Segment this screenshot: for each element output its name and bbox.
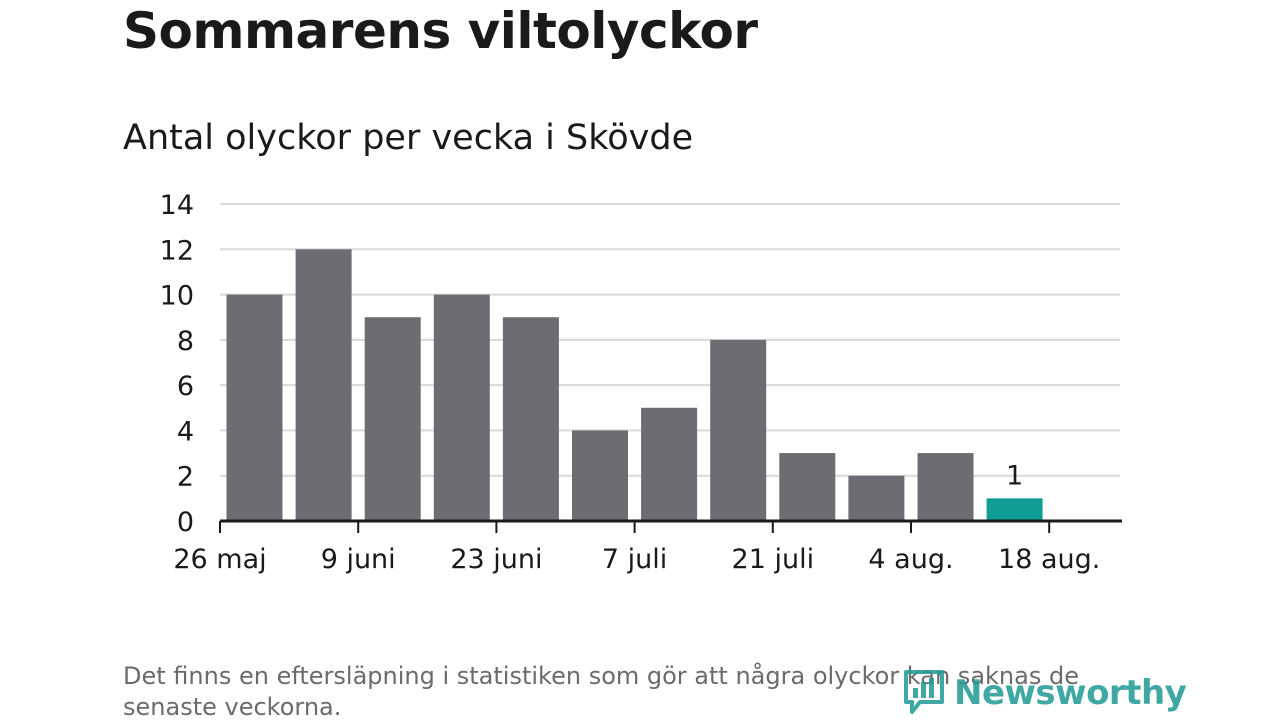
- y-tick-label: 10: [160, 281, 194, 312]
- bar: [295, 249, 352, 522]
- newsworthy-logo: Newsworthy: [902, 668, 1187, 718]
- y-tick-label: 4: [177, 416, 194, 447]
- bar: [710, 339, 767, 521]
- newsworthy-logo-icon: [904, 670, 944, 714]
- x-tick-label: 4 aug.: [868, 544, 953, 575]
- newsworthy-logo-text: Newsworthy: [954, 673, 1187, 713]
- x-axis-ticks: 26 maj 9 juni 23 juni 7 juli 21 juli 4 aug. 18…: [173, 521, 1100, 575]
- x-tick-label: 18 aug.: [998, 544, 1100, 575]
- y-tick-label: 2: [177, 462, 194, 493]
- bar-chart: 0 2 4 6 8 10 12 14 26 maj 9 juni 23 juni 7 juli 21 …: [160, 190, 1122, 575]
- bar: [433, 294, 490, 521]
- chart-title: Sommarens viltolyckor: [123, 2, 758, 60]
- chart-subtitle: Antal olyckor per vecka i Skövde: [123, 118, 694, 158]
- y-tick-label: 8: [177, 326, 194, 357]
- x-tick-label: 23 juni: [450, 544, 542, 575]
- bar: [226, 294, 283, 521]
- bar: [779, 453, 836, 521]
- bar: [502, 317, 559, 521]
- y-tick-label: 14: [160, 190, 194, 221]
- data-label: 1: [1006, 460, 1023, 491]
- bar: [364, 317, 421, 521]
- bar-highlight: [986, 498, 1043, 521]
- bar: [572, 430, 628, 521]
- bar: [848, 475, 905, 521]
- bar: [917, 453, 974, 521]
- x-tick-label: 21 juli: [732, 544, 815, 575]
- y-tick-label: 6: [177, 371, 194, 402]
- data-labels: 1: [1006, 460, 1023, 491]
- y-axis-ticks: 0 2 4 6 8 10 12 14: [160, 190, 194, 538]
- bars: [226, 249, 1043, 522]
- x-tick-label: 7 juli: [602, 544, 667, 575]
- y-tick-label: 0: [177, 507, 194, 538]
- x-tick-label: 9 juni: [321, 544, 396, 575]
- footnote: Det finns en eftersläpning i statistiken…: [123, 662, 1079, 720]
- bar: [641, 407, 698, 521]
- y-tick-label: 12: [160, 235, 194, 266]
- x-tick-label: 26 maj: [173, 544, 266, 575]
